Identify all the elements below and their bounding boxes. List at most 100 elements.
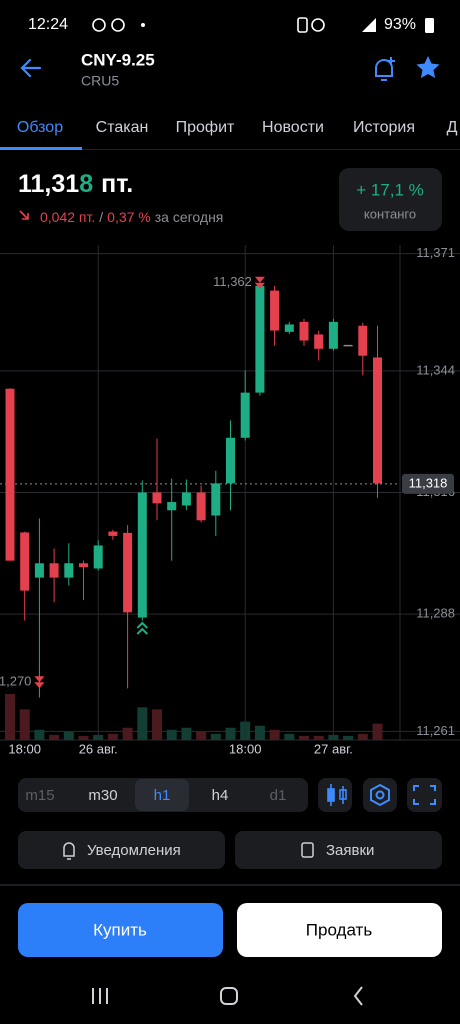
candle-body [328, 321, 338, 349]
volume-bar [313, 735, 324, 740]
buy-button[interactable] [18, 903, 223, 957]
volume-bar [49, 734, 60, 740]
timeframe-option[interactable]: h4 [212, 787, 229, 804]
candle-body [284, 324, 294, 332]
tab-bar: Обзор Стакан Профит Новости История Д [17, 119, 458, 136]
y-tick-label: 11,371 [416, 245, 455, 260]
current-price-tag [402, 473, 454, 494]
current-price-label: 11,318 [409, 475, 448, 490]
candle-body [167, 502, 177, 511]
volume-bar [343, 735, 354, 740]
orders-icon [301, 842, 314, 858]
volume-bar [63, 731, 74, 740]
tab[interactable]: Д [447, 119, 458, 136]
candle-body [240, 392, 250, 438]
contango-label: контанго [364, 206, 416, 221]
timeframe-active-bg [135, 779, 189, 811]
nav-home[interactable] [220, 987, 238, 1005]
volume-bar [137, 707, 148, 740]
nav-recents[interactable] [92, 988, 108, 1004]
volume-bar [372, 723, 383, 740]
sell-label: Продать [306, 920, 373, 939]
volume-bar [166, 729, 177, 740]
y-tick-label: 11,344 [416, 362, 455, 377]
tab[interactable]: Профит [176, 119, 235, 136]
orders-label: Заявки [326, 842, 374, 859]
volume-bar [196, 731, 207, 740]
candle-body [64, 563, 74, 578]
timeframe-options: m15 m30 h1 h4 d1 [25, 779, 286, 811]
candle-body [196, 492, 206, 521]
y-tick-label: 11,288 [416, 606, 455, 621]
price-head: 11,31 [18, 170, 79, 198]
timeframe-option[interactable]: m30 [88, 787, 117, 804]
volume-bar [152, 709, 162, 740]
change-period: за сегодня [155, 209, 224, 225]
fullscreen-button[interactable] [407, 778, 442, 812]
volume-bar [5, 694, 15, 740]
x-tick-label: 18:00 [8, 741, 41, 756]
tab-indicator [0, 147, 82, 150]
candle-body [108, 531, 118, 536]
candle-body [211, 483, 221, 516]
tab[interactable]: Новости [262, 119, 324, 136]
volume-bar [107, 733, 118, 740]
price-change: 0,042 пт./0,37 % за сегодня [40, 209, 223, 225]
chart-type-button[interactable] [318, 778, 352, 812]
y-tick-label: 11,261 [416, 723, 455, 738]
favorite-button[interactable] [416, 56, 440, 78]
alert-add-button[interactable] [375, 57, 395, 81]
volume-bar [299, 735, 309, 740]
max-price-marker [34, 676, 45, 689]
contango-badge [339, 168, 442, 231]
timeframe-option[interactable]: h1 [154, 787, 171, 804]
max-price-marker [254, 276, 265, 289]
change-percent: 0,37 % [107, 209, 151, 225]
buy-label: Купить [93, 920, 147, 939]
timeframe-option[interactable]: d1 [270, 787, 287, 804]
tab[interactable]: История [353, 119, 415, 136]
back-button[interactable] [20, 58, 42, 78]
volume-bar [210, 733, 221, 740]
sell-button[interactable] [237, 903, 442, 957]
battery-level: 93% [384, 16, 416, 33]
volume-bar [269, 729, 280, 740]
candle-body [255, 285, 265, 393]
tab[interactable]: Обзор [17, 119, 63, 136]
price-tail: 8 [79, 170, 93, 198]
volume-bar [19, 709, 30, 740]
candle-body [123, 532, 133, 613]
timeframe-option[interactable]: m15 [25, 787, 54, 804]
change-separator: / [99, 209, 103, 225]
volume-bar [357, 733, 368, 740]
volume-bar [122, 727, 133, 740]
status-icons [92, 17, 376, 33]
orders-button[interactable] [235, 831, 442, 869]
chart-type-icon [327, 784, 347, 806]
volume-bar [225, 727, 236, 740]
tab[interactable]: Стакан [96, 119, 149, 136]
candle-body [5, 388, 15, 561]
bell-icon [63, 842, 75, 860]
candle-body [358, 325, 368, 356]
candle-body [93, 545, 103, 569]
nav-back[interactable] [353, 986, 363, 1006]
max-price-label: 11,362 [213, 274, 252, 289]
low-marker [136, 621, 149, 635]
candle-body [270, 290, 280, 331]
battery-icon [425, 18, 434, 33]
candle-body [152, 492, 162, 504]
volume-bar [34, 729, 45, 740]
candle-body [226, 437, 235, 484]
notifications-label: Уведомления [87, 842, 181, 859]
indicators-icon-center [375, 790, 385, 800]
price-unit: пт. [101, 170, 133, 198]
volume-bar [181, 727, 192, 740]
change-arrow [19, 210, 29, 220]
volume-bar [254, 725, 265, 740]
indicators-button[interactable] [363, 778, 397, 812]
indicators-icon [370, 783, 390, 807]
